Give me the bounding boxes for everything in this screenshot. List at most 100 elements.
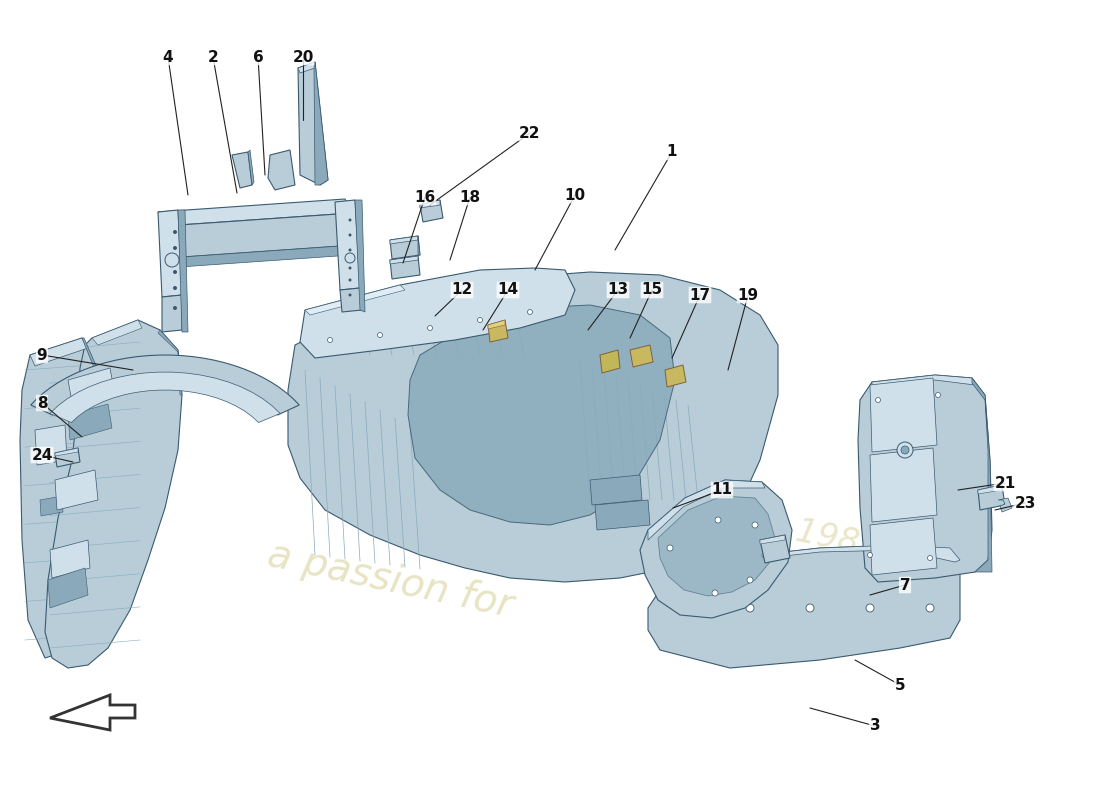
Polygon shape xyxy=(300,268,575,358)
Text: 15: 15 xyxy=(641,282,662,298)
Text: 10: 10 xyxy=(564,187,585,202)
Polygon shape xyxy=(630,345,653,367)
Circle shape xyxy=(528,310,532,314)
Text: since 1985: since 1985 xyxy=(697,495,882,565)
Polygon shape xyxy=(760,535,785,544)
Polygon shape xyxy=(998,498,1012,512)
Circle shape xyxy=(712,590,718,596)
Circle shape xyxy=(428,326,432,330)
Polygon shape xyxy=(35,425,67,465)
Circle shape xyxy=(477,318,483,322)
Text: a passion for: a passion for xyxy=(264,535,516,625)
Circle shape xyxy=(806,604,814,612)
Polygon shape xyxy=(648,545,960,668)
Text: 4: 4 xyxy=(163,50,174,65)
Text: 5: 5 xyxy=(894,678,905,693)
Circle shape xyxy=(752,522,758,528)
Polygon shape xyxy=(600,350,620,373)
Circle shape xyxy=(349,266,352,270)
Circle shape xyxy=(165,253,179,267)
Polygon shape xyxy=(418,236,420,255)
Circle shape xyxy=(328,338,332,342)
Polygon shape xyxy=(20,338,102,658)
Circle shape xyxy=(349,278,352,282)
Text: 20: 20 xyxy=(293,50,314,65)
Polygon shape xyxy=(55,448,78,456)
Polygon shape xyxy=(870,518,937,575)
Circle shape xyxy=(377,333,383,338)
Polygon shape xyxy=(82,338,98,370)
Circle shape xyxy=(349,234,352,237)
Text: 23: 23 xyxy=(1014,495,1036,510)
Polygon shape xyxy=(50,372,280,422)
Circle shape xyxy=(173,306,177,310)
Circle shape xyxy=(926,604,934,612)
Polygon shape xyxy=(336,200,360,290)
Polygon shape xyxy=(298,62,328,185)
Polygon shape xyxy=(390,256,418,264)
Polygon shape xyxy=(55,448,80,467)
Circle shape xyxy=(349,218,352,222)
Polygon shape xyxy=(248,150,254,185)
Polygon shape xyxy=(48,568,88,608)
Text: 7: 7 xyxy=(900,578,911,593)
Polygon shape xyxy=(162,295,182,332)
Polygon shape xyxy=(305,285,405,315)
Circle shape xyxy=(349,294,352,297)
Polygon shape xyxy=(340,288,362,312)
Circle shape xyxy=(173,270,177,274)
Polygon shape xyxy=(658,496,776,596)
Polygon shape xyxy=(420,200,443,222)
Text: eurofores: eurofores xyxy=(271,366,790,614)
Circle shape xyxy=(173,246,177,250)
Polygon shape xyxy=(640,480,792,618)
Text: 19: 19 xyxy=(737,287,759,302)
Polygon shape xyxy=(158,199,352,226)
Circle shape xyxy=(927,555,933,561)
Polygon shape xyxy=(858,375,992,582)
Circle shape xyxy=(173,230,177,234)
Polygon shape xyxy=(92,320,142,345)
Text: 18: 18 xyxy=(460,190,481,205)
Polygon shape xyxy=(872,375,975,387)
Polygon shape xyxy=(666,365,686,387)
Circle shape xyxy=(746,604,754,612)
Polygon shape xyxy=(298,62,315,73)
Polygon shape xyxy=(268,150,295,190)
Text: 12: 12 xyxy=(451,282,473,298)
Text: 9: 9 xyxy=(36,347,47,362)
Circle shape xyxy=(349,249,352,251)
Polygon shape xyxy=(408,305,675,525)
Text: 17: 17 xyxy=(690,287,711,302)
Polygon shape xyxy=(314,62,328,185)
Circle shape xyxy=(935,393,940,398)
Text: 22: 22 xyxy=(519,126,541,141)
Polygon shape xyxy=(68,404,112,440)
Circle shape xyxy=(173,286,177,290)
Text: 8: 8 xyxy=(36,395,47,410)
Polygon shape xyxy=(978,485,1002,494)
Polygon shape xyxy=(288,272,778,582)
Polygon shape xyxy=(390,236,418,244)
Polygon shape xyxy=(590,475,642,505)
Circle shape xyxy=(667,545,673,551)
Circle shape xyxy=(715,517,720,523)
Polygon shape xyxy=(595,500,650,530)
Polygon shape xyxy=(45,320,182,668)
Text: 1: 1 xyxy=(667,145,678,159)
Polygon shape xyxy=(178,210,188,332)
Text: 21: 21 xyxy=(994,475,1015,490)
Text: 14: 14 xyxy=(497,282,518,298)
Polygon shape xyxy=(656,545,960,595)
Polygon shape xyxy=(355,200,365,312)
Circle shape xyxy=(747,577,754,583)
Polygon shape xyxy=(50,695,135,730)
Circle shape xyxy=(762,552,768,558)
Polygon shape xyxy=(158,210,182,297)
Text: 6: 6 xyxy=(253,50,263,65)
Polygon shape xyxy=(870,378,937,452)
Polygon shape xyxy=(390,236,420,259)
Polygon shape xyxy=(870,448,937,522)
Text: 2: 2 xyxy=(208,50,219,65)
Circle shape xyxy=(866,604,874,612)
